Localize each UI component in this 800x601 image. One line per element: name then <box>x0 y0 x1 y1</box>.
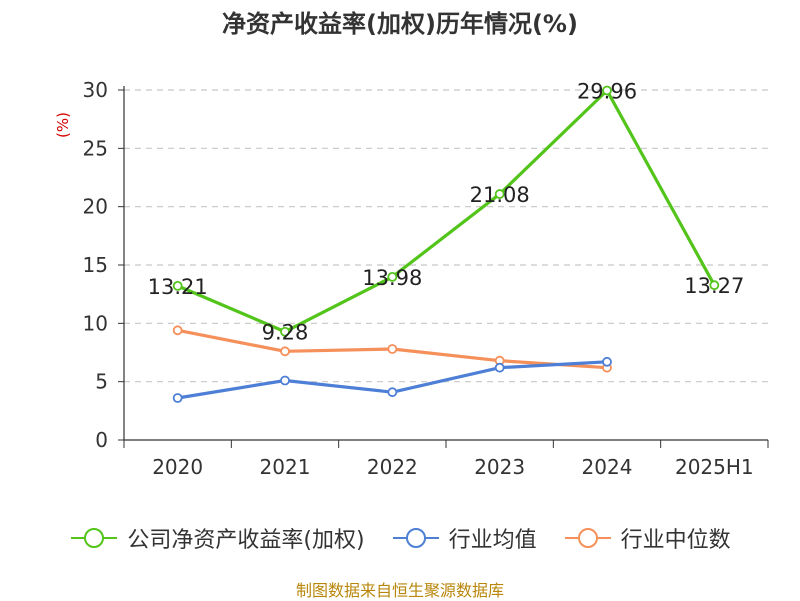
data-label: 13.27 <box>684 274 744 298</box>
data-point <box>280 375 290 386</box>
x-tick-label: 2025H1 <box>675 455 754 479</box>
data-label: 29.96 <box>577 79 637 103</box>
x-tick-label: 2023 <box>474 455 525 479</box>
y-axis-label: (%) <box>54 112 72 138</box>
data-point <box>709 280 720 291</box>
legend: 公司净资产收益率(加权) 行业均值 行业中位数 <box>0 518 800 558</box>
x-tick-label: 2022 <box>367 455 418 479</box>
legend-label: 行业中位数 <box>620 528 731 553</box>
data-label: 13.98 <box>362 266 422 290</box>
data-point <box>172 393 183 403</box>
y-tick-label: 25 <box>83 136 108 160</box>
x-tick-label: 2024 <box>582 455 633 479</box>
legend-label: 行业均值 <box>448 528 537 553</box>
source-note: 制图数据来自恒生聚源数据库 <box>295 581 504 600</box>
data-point <box>172 325 183 336</box>
y-tick-label: 15 <box>83 253 108 277</box>
data-point <box>280 346 290 357</box>
legend-marker-icon <box>564 528 611 548</box>
data-label: 21.08 <box>470 183 530 207</box>
data-point <box>602 356 612 367</box>
data-point <box>387 387 398 398</box>
data-point <box>494 189 505 199</box>
data-point <box>494 362 505 373</box>
legend-item: 行业中位数 <box>563 522 731 554</box>
chart-title: 净资产收益率(加权)历年情况(%) <box>222 10 578 38</box>
legend-label: 公司净资产收益率(加权) <box>127 528 365 553</box>
data-label: 9.28 <box>262 321 309 345</box>
y-tick-label: 0 <box>95 428 108 452</box>
x-tick-label: 2020 <box>152 455 203 479</box>
y-tick-label: 30 <box>83 78 108 102</box>
data-label: 13.21 <box>148 275 208 299</box>
legend-item: 行业均值 <box>391 522 537 554</box>
x-tick-label: 2021 <box>260 455 311 479</box>
y-tick-label: 5 <box>95 370 108 394</box>
legend-marker-icon <box>392 528 439 548</box>
legend-marker-icon <box>71 528 118 548</box>
y-tick-label: 20 <box>83 195 108 219</box>
data-point <box>172 280 183 291</box>
data-point <box>280 326 290 337</box>
data-point <box>602 85 612 96</box>
series-line <box>177 88 716 334</box>
legend-item: 公司净资产收益率(加权) <box>69 522 365 554</box>
y-tick-label: 10 <box>83 311 108 335</box>
data-point <box>387 271 398 282</box>
data-point <box>387 344 398 354</box>
